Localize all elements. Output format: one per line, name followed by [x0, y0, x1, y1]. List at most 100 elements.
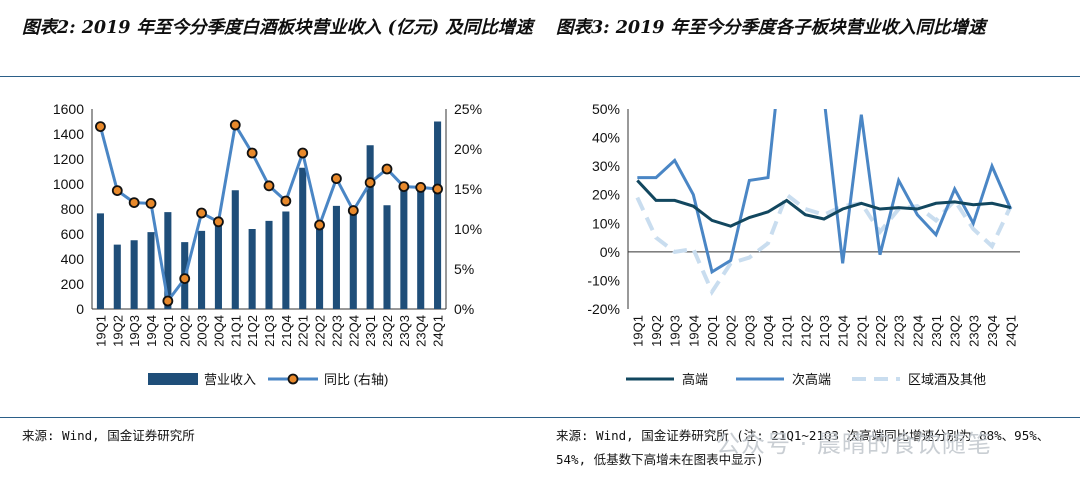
- x-tick-label: 22Q2: [313, 315, 328, 347]
- bar: [147, 232, 155, 309]
- x-tick-label: 23Q4: [414, 315, 429, 347]
- bar: [299, 167, 307, 309]
- x-tick-label: 21Q1: [228, 315, 243, 347]
- bar: [332, 205, 340, 309]
- x-tick-label: 24Q1: [1004, 315, 1019, 347]
- x-tick-label: 23Q2: [380, 315, 395, 347]
- yoy-marker: [331, 173, 342, 184]
- yoy-marker: [347, 205, 359, 217]
- yoy-marker: [128, 197, 140, 208]
- top-divider: [0, 76, 1080, 77]
- bar: [214, 224, 222, 309]
- x-tick-label: 19Q3: [668, 315, 683, 347]
- y-right-tick-label: 15%: [454, 181, 482, 197]
- legend-label: 次高端: [792, 372, 831, 387]
- y-left-tick-label: 200: [61, 276, 85, 292]
- y-left-tick-label: 1600: [53, 101, 84, 117]
- watermark: 公众号 · 晨晴的食饮随笔: [716, 430, 992, 458]
- yoy-marker: [145, 198, 157, 209]
- yoy-marker: [162, 295, 174, 307]
- y-tick-label: 0%: [600, 244, 620, 260]
- bar: [231, 190, 239, 309]
- x-tick-label: 19Q3: [127, 315, 142, 347]
- legend-bar-label: 营业收入: [204, 372, 256, 387]
- yoy-marker: [246, 147, 258, 159]
- series-line-2: [635, 191, 1013, 297]
- bar: [383, 205, 391, 309]
- legend-line-marker: [287, 373, 299, 385]
- yoy-marker: [381, 163, 393, 175]
- x-tick-label: 21Q4: [836, 315, 851, 347]
- y-tick-label: 20%: [592, 187, 620, 203]
- bar: [198, 230, 206, 309]
- x-tick-label: 22Q2: [873, 315, 888, 347]
- x-tick-label: 22Q1: [296, 315, 311, 347]
- right-chart-title: 图表3: 2019 年至今分季度各子板块营业收入同比增速: [556, 18, 986, 38]
- bar: [164, 212, 172, 309]
- x-tick-label: 19Q2: [110, 315, 125, 347]
- y-tick-label: -20%: [587, 301, 620, 317]
- bar: [113, 244, 121, 309]
- y-right-tick-label: 20%: [454, 141, 482, 157]
- x-tick-label: 23Q2: [948, 315, 963, 347]
- x-tick-label: 19Q4: [686, 315, 701, 347]
- series-line-1: [637, 109, 1013, 275]
- yoy-marker: [398, 181, 410, 192]
- yoy-marker: [95, 121, 106, 132]
- x-tick-label: 23Q1: [929, 315, 944, 347]
- x-tick-label: 20Q3: [195, 315, 210, 347]
- bottom-divider: [0, 417, 1080, 418]
- yoy-marker: [179, 273, 191, 285]
- y-right-tick-label: 5%: [454, 261, 474, 277]
- bar: [130, 240, 138, 309]
- x-tick-label: 22Q3: [329, 315, 344, 347]
- legend-label: 区域酒及其他: [908, 372, 986, 387]
- x-tick-label: 21Q2: [245, 315, 260, 347]
- legend-bar-swatch: [148, 373, 198, 385]
- x-tick-label: 20Q1: [161, 315, 176, 347]
- y-left-tick-label: 1200: [53, 151, 84, 167]
- y-left-tick-label: 600: [61, 226, 85, 242]
- bar: [248, 229, 256, 309]
- yoy-marker: [229, 119, 241, 131]
- left-chart: 0 200 400 600 800 1000 1200 1400 1600 0% 5% 10% 15% 2…: [53, 101, 482, 387]
- yoy-marker: [263, 180, 275, 192]
- x-tick-label: 22Q1: [854, 315, 869, 347]
- y-tick-label: 10%: [592, 215, 620, 231]
- x-tick-label: 21Q4: [279, 315, 294, 347]
- left-chart-title: 图表2: 2019 年至今分季度白酒板块营业收入 (亿元) 及同比增速: [22, 18, 533, 38]
- yoy-marker: [432, 183, 443, 195]
- x-tick-label: 20Q3: [742, 315, 757, 347]
- y-right-tick-label: 25%: [454, 101, 482, 117]
- x-tick-label: 22Q4: [910, 315, 925, 347]
- legend-label: 高端: [682, 372, 708, 387]
- x-tick-label: 20Q1: [705, 315, 720, 347]
- x-tick-label: 21Q3: [262, 315, 277, 347]
- yoy-marker: [196, 207, 207, 219]
- x-tick-label: 20Q2: [178, 315, 193, 347]
- right-source-note: 来源: Wind, 国金证券研究所 (注: 21Q1~21Q3 次高端同比增速分…: [556, 428, 1050, 467]
- bar: [417, 184, 425, 309]
- y-left-tick-label: 1400: [53, 126, 84, 142]
- y-right-tick-label: 10%: [454, 221, 482, 237]
- x-tick-label: 24Q1: [431, 315, 446, 347]
- series-line-0: [636, 179, 1012, 228]
- y-left-tick-label: 1000: [53, 176, 84, 192]
- x-tick-label: 19Q4: [144, 315, 159, 347]
- legend-line-label: 同比 (右轴): [324, 372, 388, 387]
- bar: [400, 189, 408, 309]
- y-tick-label: -10%: [587, 272, 620, 288]
- y-tick-label: 50%: [592, 101, 620, 117]
- x-tick-label: 23Q3: [966, 315, 981, 347]
- x-tick-label: 19Q1: [93, 315, 108, 347]
- yoy-marker: [280, 195, 292, 207]
- y-tick-label: 40%: [592, 130, 620, 146]
- x-tick-label: 22Q3: [892, 315, 907, 347]
- yoy-marker: [297, 147, 309, 159]
- y-right-tick-label: 0%: [454, 301, 474, 317]
- x-tick-label: 20Q2: [724, 315, 739, 347]
- x-tick-label: 21Q2: [798, 315, 813, 347]
- left-source-note: 来源: Wind, 国金证券研究所: [22, 428, 195, 443]
- bar: [282, 211, 290, 309]
- x-tick-label: 21Q1: [780, 315, 795, 347]
